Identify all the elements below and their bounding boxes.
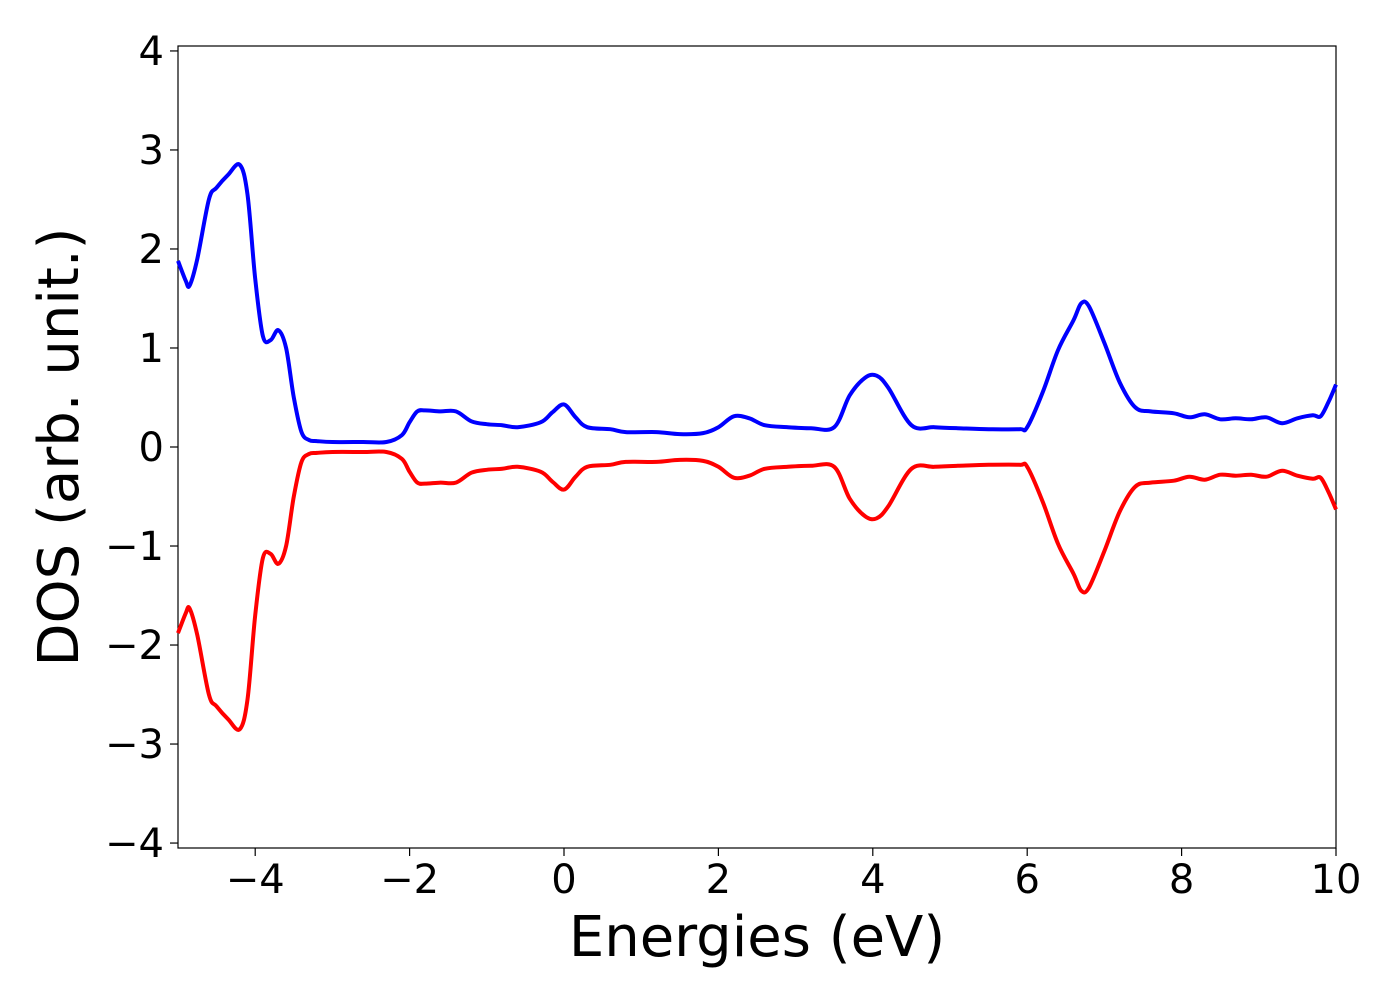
x-tick-label: 8	[1169, 857, 1194, 903]
y-tick-label: 2	[139, 227, 164, 273]
x-axis-ticks: −4 −2 0 2 4 6 8 10	[226, 848, 1362, 903]
x-tick-label: 4	[860, 857, 885, 903]
x-tick-label: 10	[1311, 857, 1362, 903]
y-tick-label: 4	[139, 29, 164, 75]
y-tick-label: −4	[105, 821, 164, 867]
y-tick-label: −3	[105, 722, 164, 768]
series-layer	[176, 162, 1338, 732]
x-axis-title: Energies (eV)	[569, 905, 945, 970]
y-tick-label: 3	[139, 128, 164, 174]
y-tick-label: 1	[139, 326, 164, 372]
x-tick-label: 0	[551, 857, 576, 903]
y-axis-ticks: −4 −3 −2 −1 0 1 2 3 4	[105, 29, 178, 867]
series-line-spin-down	[176, 449, 1338, 732]
x-tick-label: −4	[226, 857, 285, 903]
x-tick-label: −2	[380, 857, 439, 903]
y-tick-label: −1	[105, 524, 164, 570]
y-tick-label: −2	[105, 623, 164, 669]
y-axis-title: DOS (arb. unit.)	[27, 227, 92, 666]
series-line-spin-up	[176, 162, 1338, 445]
y-tick-label: 0	[139, 425, 164, 471]
x-tick-label: 2	[706, 857, 731, 903]
x-tick-label: 6	[1014, 857, 1039, 903]
